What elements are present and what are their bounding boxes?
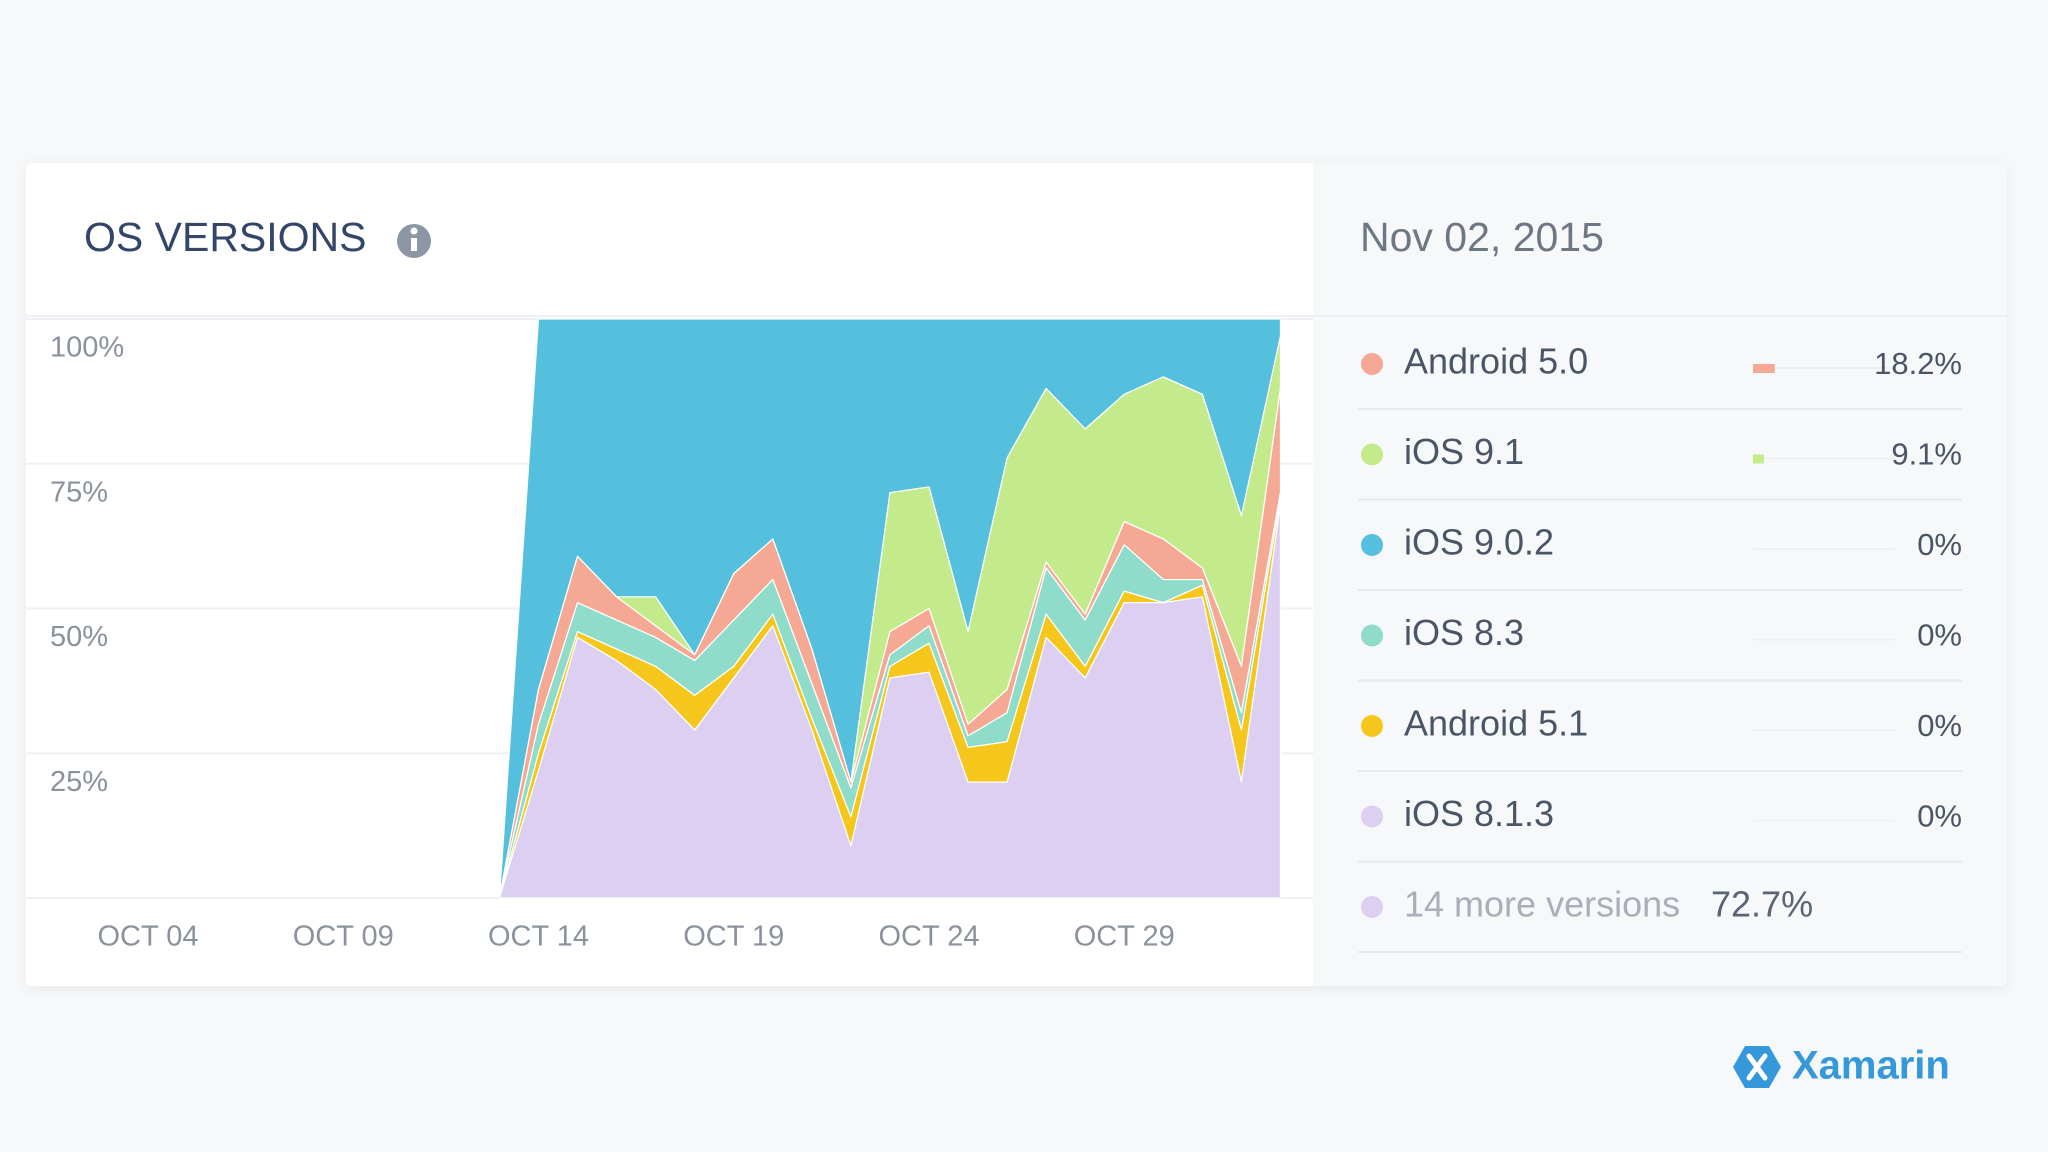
legend-item[interactable]: Android 5.1 0% (1361, 703, 1962, 744)
x-tick-label: OCT 19 (683, 921, 784, 953)
legend-value: 18.2% (1874, 346, 1962, 381)
legend-label: iOS 9.0.2 (1404, 522, 1554, 563)
legend-dot (1361, 353, 1383, 375)
x-tick-label: OCT 09 (293, 921, 394, 953)
legend-value: 9.1% (1891, 437, 1962, 472)
y-tick-label: 25% (50, 766, 108, 798)
logo-text: Xamarin (1792, 1044, 1950, 1088)
legend-dot (1361, 805, 1383, 828)
legend-item[interactable]: iOS 8.3 0% (1361, 612, 1962, 653)
x-tick-label: OCT 04 (97, 921, 198, 953)
legend-item[interactable]: Android 5.0 18.2% (1361, 341, 1962, 382)
legend-dot (1361, 624, 1383, 647)
area (498, 503, 1282, 899)
side-panel (1313, 163, 2007, 986)
legend-value: 0% (1917, 618, 1962, 653)
legend-dot (1361, 534, 1383, 556)
legend-dot (1361, 443, 1383, 466)
legend-dot (1361, 715, 1383, 737)
mini-bar (1753, 364, 1775, 373)
y-tick-label: 100% (50, 332, 124, 364)
legend-value: 0% (1917, 527, 1962, 562)
legend-dot (1361, 896, 1383, 918)
summary-date: Nov 02, 2015 (1360, 214, 1604, 260)
x-tick-label: OCT 24 (878, 921, 979, 953)
y-tick-label: 75% (50, 476, 108, 508)
x-tick-label: OCT 14 (488, 921, 589, 953)
legend-value: 0% (1917, 799, 1962, 834)
legend-label: iOS 9.1 (1404, 431, 1524, 472)
legend-label: Android 5.0 (1404, 341, 1588, 382)
mini-bar (1753, 454, 1764, 464)
legend: Android 5.0 18.2%iOS 9.1 9.1%iOS 9.0.2 0%iO… (1358, 341, 1962, 953)
more-value: 72.7% (1711, 884, 1813, 925)
plot: 25% 50% 75% 100% OCT 04 OCT 09 OCT 14 OCT 19 OCT… (26, 318, 1313, 953)
chart-title: OS VERSIONS (84, 214, 367, 260)
legend-item[interactable]: iOS 9.0.2 0% (1361, 522, 1962, 563)
x-tick-label: OCT 29 (1074, 921, 1175, 953)
y-tick-label: 50% (50, 621, 108, 653)
legend-item[interactable]: iOS 8.1.3 0% (1361, 793, 1962, 834)
legend-label: Android 5.1 (1404, 703, 1588, 744)
legend-value: 0% (1917, 708, 1962, 743)
info-icon[interactable] (397, 224, 431, 258)
legend-label: iOS 8.3 (1404, 612, 1524, 653)
logo[interactable]: Xamarin (1733, 1044, 1950, 1088)
legend-item[interactable]: iOS 9.1 9.1% (1361, 431, 1962, 472)
legend-label: iOS 8.1.3 (1404, 793, 1554, 834)
more-label: 14 more versions (1404, 884, 1680, 925)
